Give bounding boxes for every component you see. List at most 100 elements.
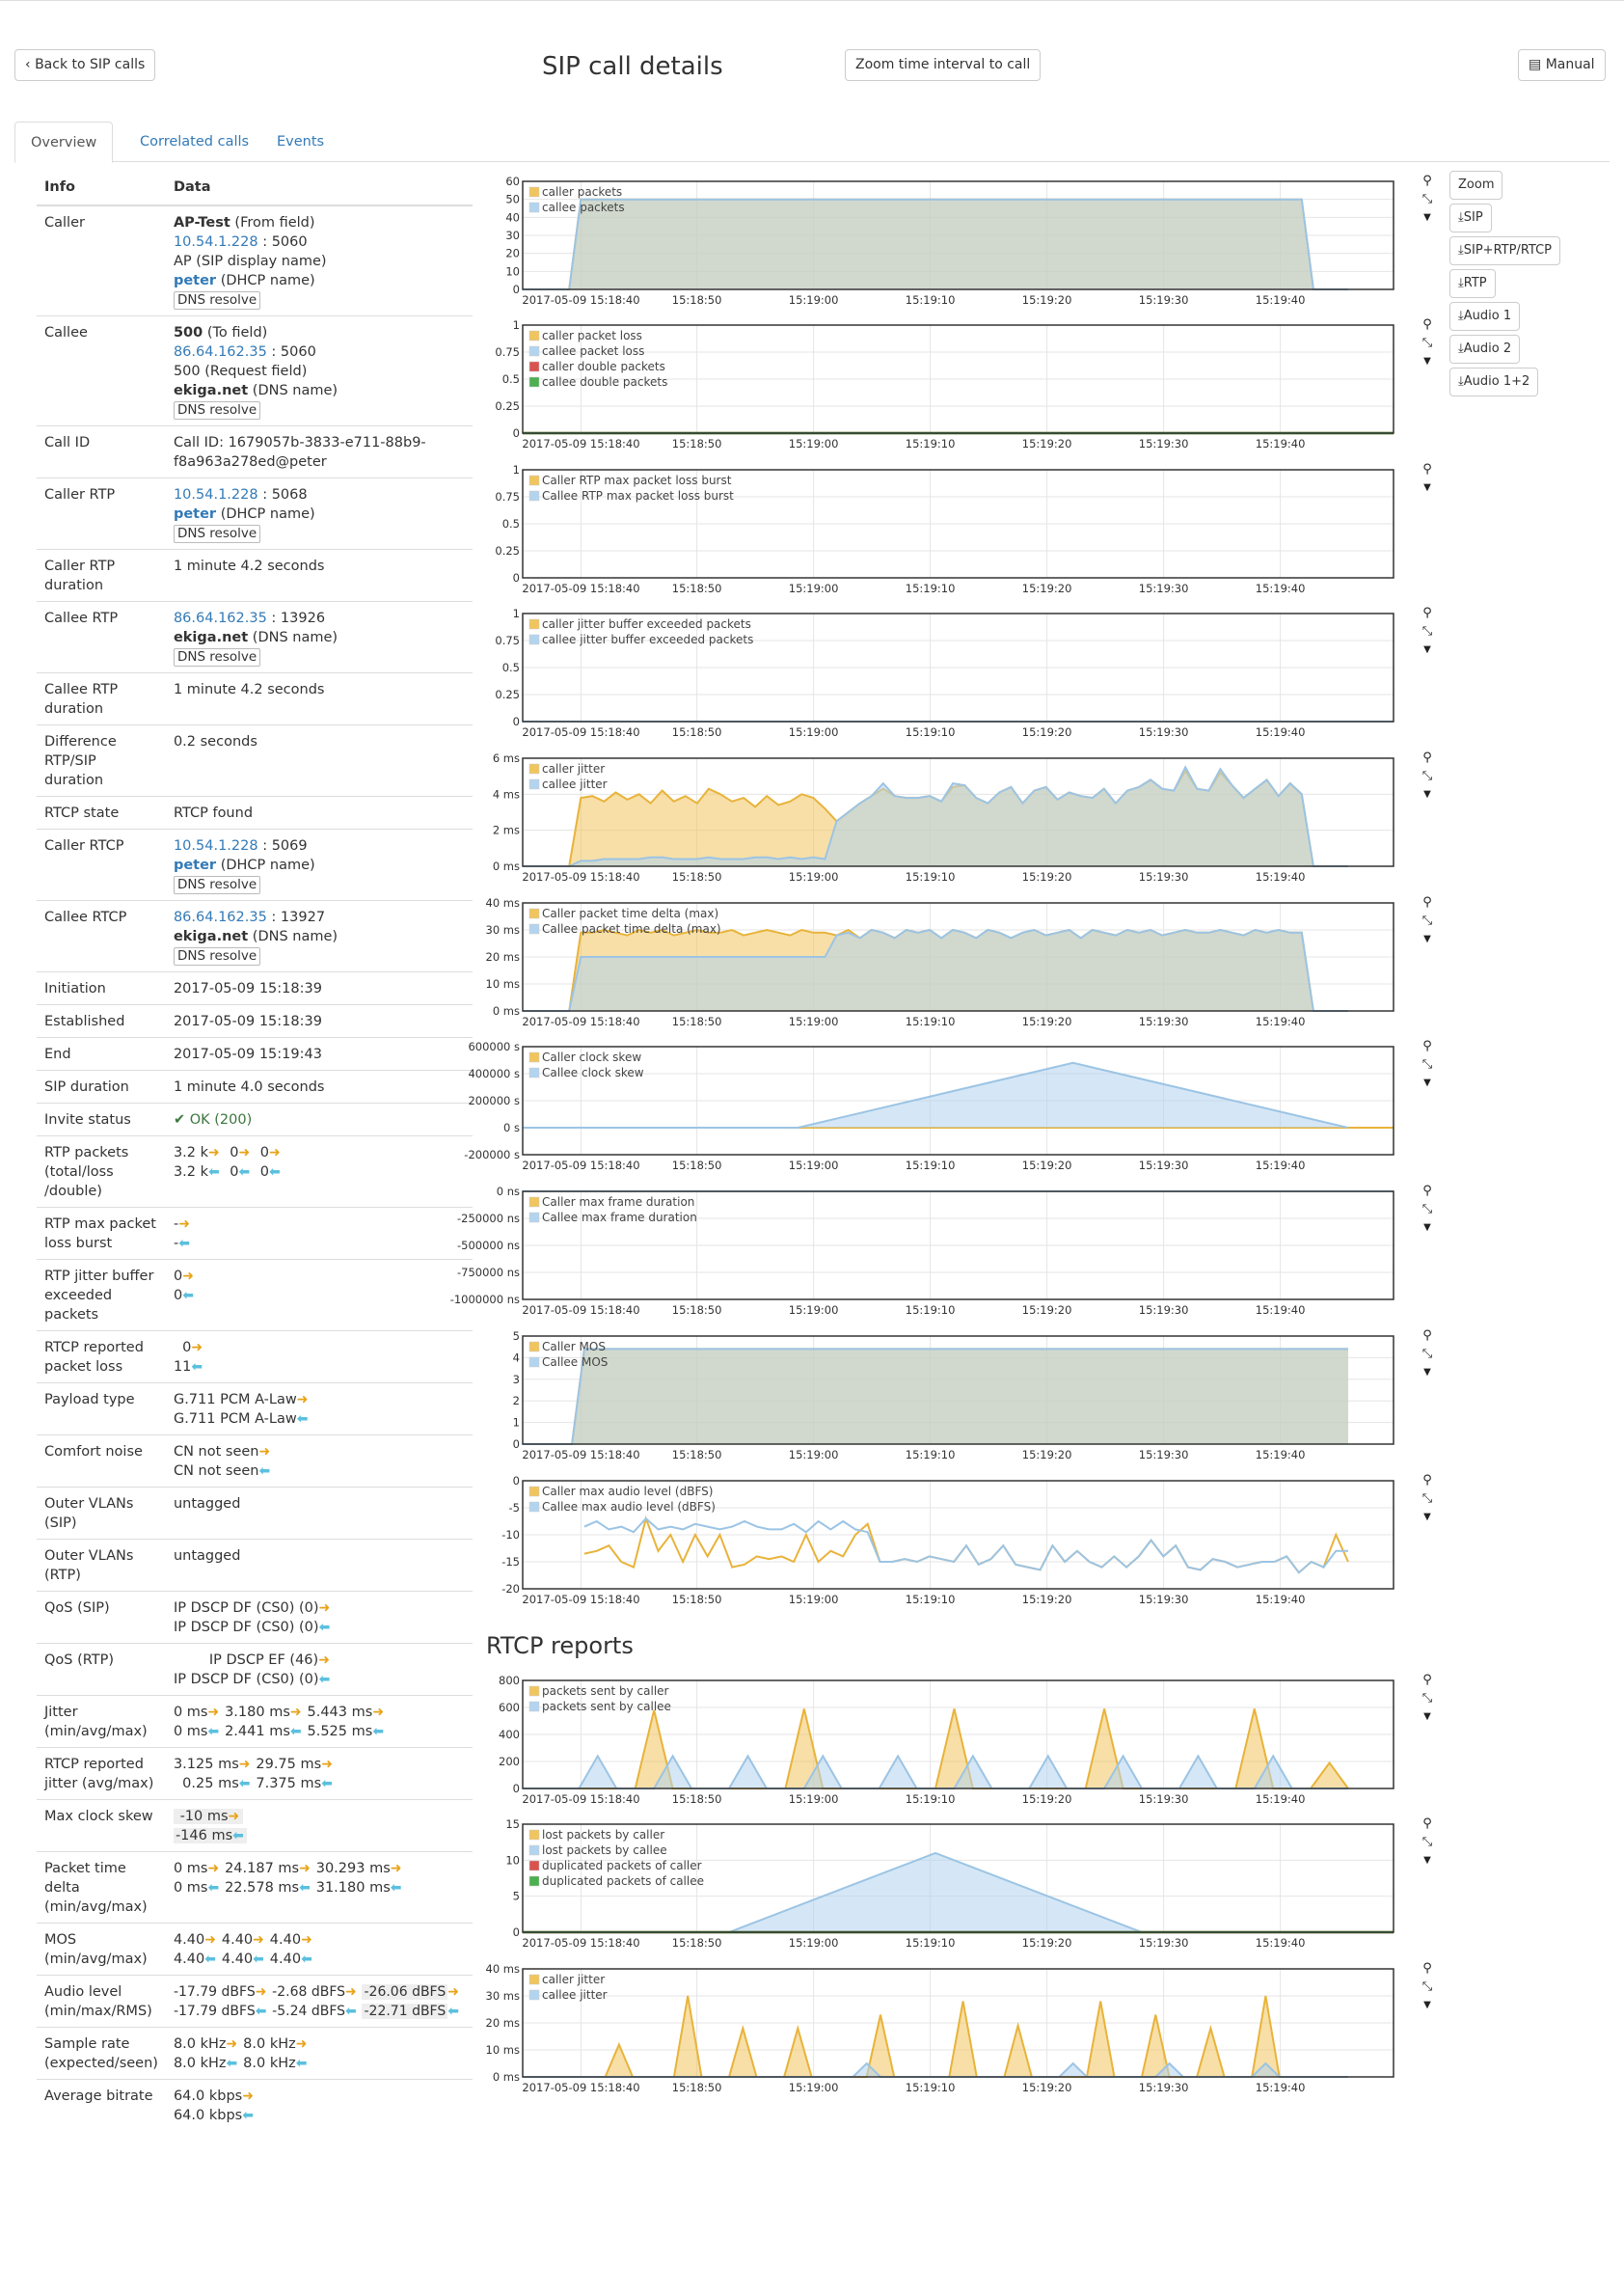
search-icon[interactable]: ⚲ [1422, 317, 1432, 332]
search-icon[interactable]: ⚲ [1422, 1673, 1432, 1687]
series-area-2 [523, 1349, 1348, 1444]
compress-icon[interactable]: ⤡ [1421, 1691, 1433, 1706]
search-icon[interactable]: ⚲ [1422, 1039, 1432, 1053]
tab-overview[interactable]: Overview [14, 122, 114, 163]
legend-label: packets sent by callee [542, 1700, 671, 1713]
compress-icon[interactable]: ⤡ [1421, 624, 1433, 639]
search-icon[interactable]: ⚲ [1422, 174, 1432, 188]
x-tick-label: 15:19:40 [1256, 1303, 1306, 1317]
compress-icon[interactable]: ⤡ [1421, 192, 1433, 206]
compress-icon[interactable]: ⤡ [1421, 1979, 1433, 1994]
caller-dhcp-link[interactable]: peter [173, 273, 217, 288]
arrow-left-icon: ⬅ [207, 1880, 220, 1896]
dns-resolve-button[interactable]: DNS resolve [173, 401, 261, 420]
series-line-1 [523, 1995, 1348, 2078]
x-tick-label: 15:19:20 [1022, 1159, 1072, 1172]
caller-rtcp-dhcp-link[interactable]: peter [173, 858, 217, 873]
series-area-1 [523, 1708, 1348, 1788]
dns-resolve-button[interactable]: DNS resolve [173, 648, 261, 667]
compress-icon[interactable]: ⤡ [1421, 1491, 1433, 1506]
chart-12: 0 5 10 15 2017-05-09 15:18:40 15:18:50 15:19:0… [505, 1817, 1394, 1950]
y-tick-label: 0 ns [497, 1185, 520, 1198]
zoom-time-interval-button[interactable]: Zoom time interval to call [845, 49, 1042, 81]
tab-events[interactable]: Events [277, 134, 325, 150]
compress-icon[interactable]: ⤡ [1421, 1057, 1433, 1072]
download-audio2-button[interactable]: ⤓Audio 2 [1449, 335, 1521, 364]
download-audio12-button[interactable]: ⤓Audio 1+2 [1449, 368, 1539, 396]
x-tick-label: 15:19:30 [1139, 870, 1189, 884]
x-tick-label: 15:19:00 [789, 437, 839, 450]
dns-resolve-button[interactable]: DNS resolve [173, 291, 261, 310]
compress-icon[interactable]: ⤡ [1421, 1835, 1433, 1849]
y-tick-label: 20 [505, 247, 520, 260]
x-tick-label: 15:19:20 [1022, 437, 1072, 450]
x-tick-label: 15:19:10 [906, 2081, 956, 2094]
caret-down-icon[interactable]: ▼ [1423, 1367, 1431, 1378]
arrow-right-icon: ➜ [207, 1861, 220, 1876]
callee-ip-link[interactable]: 86.64.162.35 [173, 344, 267, 360]
caret-down-icon[interactable]: ▼ [1423, 2000, 1431, 2010]
tab-correlated-calls[interactable]: Correlated calls [140, 134, 250, 150]
search-icon[interactable]: ⚲ [1422, 1816, 1432, 1831]
caret-down-icon[interactable]: ▼ [1423, 1855, 1431, 1866]
legend-label: Caller RTP max packet loss burst [542, 474, 732, 487]
caller-rtp-dhcp-link[interactable]: peter [173, 506, 217, 522]
search-icon[interactable]: ⚲ [1422, 1961, 1432, 1976]
download-sip-button[interactable]: ⤓SIP [1449, 204, 1492, 232]
plot-frame [522, 613, 1394, 723]
compress-icon[interactable]: ⤡ [1421, 914, 1433, 928]
download-sip-rtp-rtcp-button[interactable]: ⤓SIP+RTP/RTCP [1449, 236, 1560, 265]
caret-down-icon[interactable]: ▼ [1423, 934, 1431, 944]
caller-rtcp-ip-link[interactable]: 10.54.1.228 [173, 838, 258, 854]
caret-down-icon[interactable]: ▼ [1423, 789, 1431, 800]
download-rtp-button[interactable]: ⤓RTP [1449, 269, 1496, 298]
dns-resolve-button[interactable]: DNS resolve [173, 947, 261, 966]
legend-label: Caller clock skew [542, 1051, 641, 1064]
caret-down-icon[interactable]: ▼ [1423, 482, 1431, 493]
x-tick-label: 15:19:00 [789, 1593, 839, 1606]
x-tick-label: 15:19:00 [789, 1792, 839, 1806]
download-audio1-button[interactable]: ⤓Audio 1 [1449, 302, 1521, 331]
compress-icon[interactable]: ⤡ [1421, 336, 1433, 350]
search-icon[interactable]: ⚲ [1422, 1184, 1432, 1198]
caret-down-icon[interactable]: ▼ [1423, 1078, 1431, 1088]
row-jitter-buffer: RTP jitter buffer exceeded packets 0➜ 0⬅ [37, 1259, 473, 1331]
chart-controls: ⚲ ⤡ ▼ [1413, 893, 1442, 948]
caret-down-icon[interactable]: ▼ [1423, 356, 1431, 367]
legend-label: Caller max frame duration [542, 1195, 694, 1209]
x-tick-label: 15:19:30 [1139, 293, 1189, 307]
search-icon[interactable]: ⚲ [1422, 751, 1432, 765]
caret-down-icon[interactable]: ▼ [1423, 212, 1431, 223]
y-tick-label: 0.75 [495, 634, 520, 647]
chart-controls: ⚲ ⤡ ▼ [1413, 1037, 1442, 1092]
compress-icon[interactable]: ⤡ [1421, 1202, 1433, 1216]
back-to-sip-calls-button[interactable]: ‹ Back to SIP calls [14, 49, 156, 81]
compress-icon[interactable]: ⤡ [1421, 769, 1433, 783]
caller-rtp-ip-link[interactable]: 10.54.1.228 [173, 487, 258, 503]
compress-icon[interactable]: ⤡ [1421, 1347, 1433, 1361]
caret-down-icon[interactable]: ▼ [1423, 1711, 1431, 1722]
x-tick-label: 15:19:30 [1139, 2081, 1189, 2094]
callee-rtcp-ip-link[interactable]: 86.64.162.35 [173, 910, 267, 925]
x-tick-label: 15:19:00 [789, 2081, 839, 2094]
search-icon[interactable]: ⚲ [1422, 1473, 1432, 1488]
caret-down-icon[interactable]: ▼ [1423, 1512, 1431, 1522]
dns-resolve-button[interactable]: DNS resolve [173, 525, 261, 543]
y-tick-label: 200 [499, 1755, 520, 1768]
callee-rtp-ip-link[interactable]: 86.64.162.35 [173, 611, 267, 626]
search-icon[interactable]: ⚲ [1422, 462, 1432, 477]
caller-ip-link[interactable]: 10.54.1.228 [173, 234, 258, 250]
search-icon[interactable]: ⚲ [1422, 895, 1432, 910]
manual-button[interactable]: ▤ Manual [1518, 49, 1606, 81]
chart-controls: ⚲ ⤡ ▼ [1413, 172, 1442, 227]
zoom-button[interactable]: Zoom [1449, 171, 1503, 200]
search-icon[interactable]: ⚲ [1422, 606, 1432, 620]
arrow-left-icon: ⬅ [253, 1952, 264, 1967]
caret-down-icon[interactable]: ▼ [1423, 644, 1431, 655]
x-tick-label: 15:19:20 [1022, 1936, 1072, 1950]
search-icon[interactable]: ⚲ [1422, 1328, 1432, 1343]
download-icon: ⤓ [1458, 341, 1464, 356]
dns-resolve-button[interactable]: DNS resolve [173, 876, 261, 894]
y-tick-label: 1 [513, 318, 520, 332]
caret-down-icon[interactable]: ▼ [1423, 1222, 1431, 1233]
